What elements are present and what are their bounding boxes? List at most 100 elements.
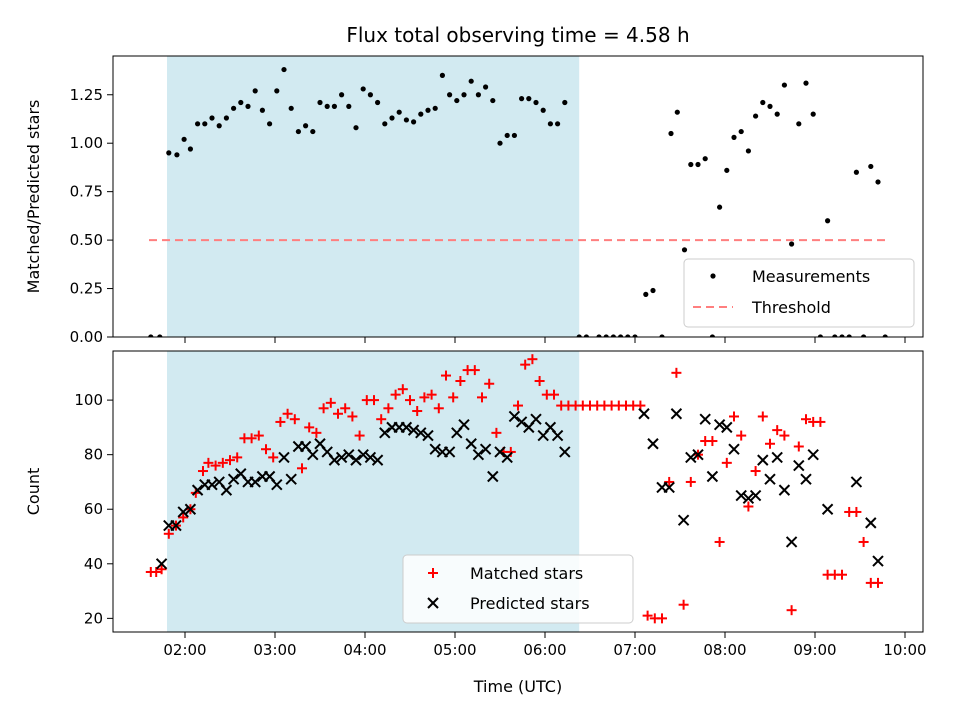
predicted-star-marker	[764, 473, 776, 485]
y-tick-label: 40	[84, 555, 103, 573]
matched-star-marker	[772, 425, 783, 436]
matched-star-marker	[793, 441, 804, 452]
chart-title: Flux total observing time = 4.58 h	[346, 23, 689, 47]
measurement-point	[610, 334, 616, 337]
matched-star-marker	[225, 455, 235, 466]
measurement-point	[411, 119, 417, 125]
matched-star-marker	[858, 536, 869, 547]
plot-frame	[112, 350, 924, 633]
matched-star-marker	[729, 411, 739, 422]
predicted-star-marker	[184, 503, 197, 515]
cross-b	[699, 413, 711, 425]
matched-star-marker	[520, 359, 531, 370]
measurement-point	[360, 86, 366, 92]
predicted-star-marker	[479, 443, 492, 455]
x-tick-label: 10:00	[883, 641, 926, 659]
measurement-point	[454, 97, 460, 104]
measurement-point	[252, 88, 258, 94]
matched-star-marker	[405, 395, 415, 406]
matched-star-marker	[671, 367, 682, 378]
matched-star-marker	[156, 564, 167, 575]
predicted-star-marker	[850, 476, 863, 488]
cross-b	[400, 421, 413, 434]
measurement-point	[166, 150, 172, 156]
matched-star-marker	[815, 416, 826, 427]
measurement-point	[274, 88, 280, 94]
predicted-star-marker	[191, 484, 204, 496]
y-tick-label: 80	[84, 446, 103, 464]
measurement-point	[382, 121, 388, 127]
cross-b	[865, 517, 877, 529]
predicted-star-marker	[638, 408, 650, 420]
measurement-point	[317, 99, 323, 106]
measurement-point	[238, 99, 244, 106]
measurement-point	[245, 103, 251, 109]
predicted-star-marker	[487, 470, 499, 483]
matched-star-marker	[253, 430, 264, 441]
measurement-point	[695, 161, 701, 168]
predicted-star-marker	[515, 416, 528, 428]
legend-box	[683, 258, 915, 328]
matched-star-marker	[721, 457, 732, 468]
matched-star-marker	[736, 430, 747, 441]
matched-star-marker	[376, 414, 387, 425]
predicted-star-marker	[170, 519, 182, 532]
measurement-point	[583, 334, 589, 337]
cross-b	[350, 454, 362, 466]
x-tick-label: 02:00	[163, 641, 206, 659]
measurement-point	[724, 167, 730, 173]
predicted-star-marker	[508, 410, 521, 423]
predicted-star-marker	[427, 597, 439, 609]
measurement-point	[547, 121, 554, 127]
measurement-point	[367, 92, 373, 98]
predicted-star-marker	[155, 558, 168, 570]
predicted-star-marker	[699, 413, 711, 425]
measurement-point	[174, 152, 180, 158]
measurement-point	[439, 72, 445, 78]
cross-b	[771, 451, 783, 464]
cross-b	[191, 484, 204, 496]
predicted-star-marker	[647, 438, 659, 450]
cross-b	[285, 473, 297, 485]
predicted-star-marker	[692, 448, 704, 461]
y-tick-label: 60	[84, 500, 103, 518]
cross-b	[677, 514, 690, 526]
predicted-star-marker	[807, 448, 819, 461]
predicted-star-marker	[177, 506, 189, 518]
measurement-point	[331, 103, 337, 109]
measurement-point	[432, 105, 438, 111]
cross-b	[501, 451, 513, 464]
matched-star-marker	[750, 466, 761, 477]
matched-star-marker	[268, 452, 279, 463]
matched-star-marker	[151, 566, 162, 577]
measurement-point	[195, 121, 201, 127]
predicted-star-marker	[415, 427, 427, 439]
predicted-star-marker	[285, 473, 297, 485]
matched-star-marker	[340, 403, 351, 414]
measurement-point	[346, 103, 352, 109]
measurement-point	[447, 92, 453, 98]
predicted-star-marker	[742, 492, 755, 505]
cross-b	[278, 451, 290, 464]
matched-star-marker	[707, 436, 718, 447]
matched-star-marker	[779, 430, 790, 441]
cross-b	[427, 597, 439, 609]
bottom-plot-counts: 20 40 60 80 100 02:00 03:00 04:00 05:00 06:00 07:0…	[24, 350, 927, 696]
measurement-point	[738, 128, 744, 135]
measurement-point	[533, 99, 539, 106]
measurement-point	[632, 334, 638, 337]
predicted-star-marker	[757, 454, 769, 466]
predicted-star-marker	[494, 446, 506, 458]
cross-b	[422, 429, 434, 442]
matched-star-marker	[282, 408, 293, 419]
matched-star-marker	[678, 599, 689, 610]
predicted-star-marker	[501, 451, 513, 464]
measurement-point	[868, 163, 874, 170]
cross-b	[757, 454, 769, 466]
predicted-star-marker	[872, 555, 884, 567]
cross-b	[544, 421, 557, 434]
predicted-star-marker	[328, 454, 341, 466]
matched-star-marker	[347, 411, 358, 422]
x-tick-label: 06:00	[523, 641, 566, 659]
cross-b	[206, 478, 218, 491]
